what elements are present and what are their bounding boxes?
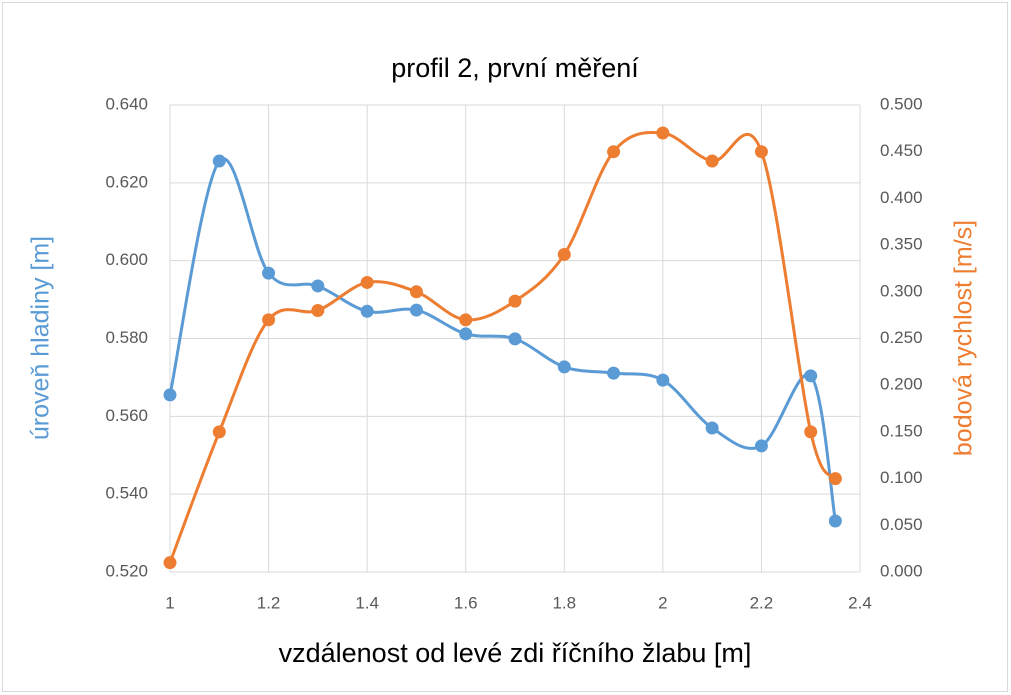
data-point <box>262 266 276 280</box>
y-tick-label: 0.580 <box>105 328 148 347</box>
data-point <box>360 275 374 289</box>
data-point <box>409 285 423 299</box>
data-point <box>557 360 571 374</box>
y-tick-label: 0.520 <box>105 561 148 580</box>
data-point <box>459 313 473 327</box>
data-point <box>607 366 621 380</box>
y-tick-label: 0.640 <box>105 94 148 113</box>
x-tick-label: 2.2 <box>750 593 774 612</box>
data-point <box>459 327 473 341</box>
y2-tick-label: 0.300 <box>880 281 923 300</box>
y2-tick-label: 0.500 <box>880 94 923 113</box>
data-point <box>607 145 621 159</box>
y-tick-label: 0.620 <box>105 172 148 191</box>
data-point <box>311 303 325 317</box>
x-tick-label: 2.4 <box>848 593 872 612</box>
data-point <box>828 514 842 528</box>
y2-tick-label: 0.250 <box>880 328 923 347</box>
y2-tick-label: 0.000 <box>880 561 923 580</box>
data-point <box>163 388 177 402</box>
x-tick-label: 1.6 <box>454 593 478 612</box>
chart-title: profil 2, první měření <box>391 53 639 83</box>
x-tick-label: 2 <box>658 593 667 612</box>
y2-axis-title: bodová rychlost [m/s] <box>950 220 978 456</box>
y2-tick-label: 0.450 <box>880 141 923 160</box>
data-point <box>212 154 226 168</box>
data-point <box>804 425 818 439</box>
y-axis-title: úroveň hladiny [m] <box>27 236 55 440</box>
x-tick-label: 1 <box>165 593 174 612</box>
data-point <box>508 294 522 308</box>
data-point <box>508 332 522 346</box>
data-point <box>311 279 325 293</box>
x-tick-label: 1.4 <box>355 593 379 612</box>
data-point <box>705 154 719 168</box>
x-axis-title: vzdálenost od levé zdi říčního žlabu [m] <box>279 638 752 668</box>
data-point <box>828 472 842 486</box>
data-point <box>754 145 768 159</box>
y-tick-label: 0.540 <box>105 484 148 503</box>
y2-tick-label: 0.100 <box>880 468 923 487</box>
data-point <box>212 425 226 439</box>
y-tick-label: 0.600 <box>105 250 148 269</box>
y-tick-label: 0.560 <box>105 406 148 425</box>
x-tick-label: 1.2 <box>257 593 281 612</box>
data-point <box>656 373 670 387</box>
data-point <box>705 421 719 435</box>
y2-tick-label: 0.350 <box>880 235 923 254</box>
data-point <box>804 369 818 383</box>
data-point <box>262 313 276 327</box>
y2-tick-label: 0.400 <box>880 188 923 207</box>
data-point <box>656 126 670 140</box>
data-point <box>754 439 768 453</box>
data-point <box>163 556 177 570</box>
y2-tick-label: 0.200 <box>880 375 923 394</box>
y2-tick-label: 0.150 <box>880 421 923 440</box>
data-point <box>409 303 423 317</box>
data-point <box>360 304 374 318</box>
data-point <box>557 247 571 261</box>
y2-tick-label: 0.050 <box>880 515 923 534</box>
x-tick-label: 1.8 <box>552 593 576 612</box>
